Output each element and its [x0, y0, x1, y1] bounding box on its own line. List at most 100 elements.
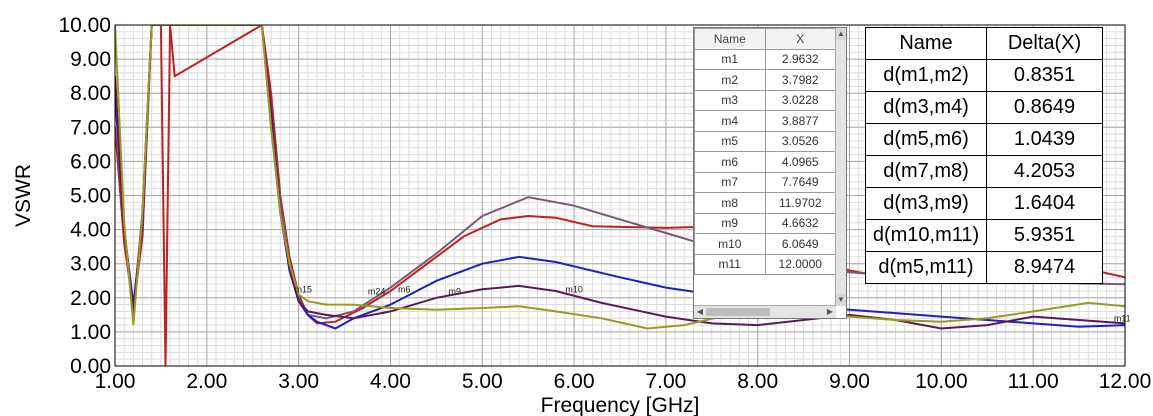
- marker-table-row: m9 4.6632: [694, 212, 836, 234]
- delta-name: d(m10,m11): [865, 219, 987, 252]
- plot-frame: [114, 24, 1126, 367]
- marker-x-value: 3.7982: [764, 69, 836, 91]
- y-tick-label: 2.00: [70, 287, 111, 310]
- delta-value: 0.8649: [986, 91, 1103, 124]
- y-tick-label: 8.00: [70, 82, 111, 105]
- y-tick-label: 6.00: [70, 150, 111, 173]
- delta-table-row: d(m7,m8) 4.2053: [865, 155, 1103, 188]
- delta-value: 4.2053: [986, 155, 1103, 188]
- delta-table-body: d(m1,m2) 0.8351 d(m3,m4) 0.8649 d(m5,m6) 1.04…: [865, 59, 1103, 284]
- marker-table-header-x: X: [764, 28, 836, 50]
- marker-table-row: m2 3.7982: [694, 69, 836, 91]
- y-tick-label: 9.00: [70, 48, 111, 71]
- delta-table-header-delta: Delta(X): [986, 27, 1103, 60]
- delta-value: 5.9351: [986, 219, 1103, 252]
- y-tick-label: 4.00: [70, 219, 111, 242]
- marker-table-body: m1 2.9632 m2 3.7982 m3 3.0228 m4 3.8877 m5 3.0526…: [694, 48, 836, 275]
- y-tick-label: 1.00: [70, 321, 111, 344]
- marker-x-value: 6.0649: [764, 233, 836, 255]
- marker-name: m7: [694, 171, 766, 193]
- delta-table-row: d(m5,m11) 8.9474: [865, 251, 1103, 284]
- delta-table-row: d(m5,m6) 1.0439: [865, 123, 1103, 156]
- marker-table-row: m10 6.0649: [694, 233, 836, 255]
- marker-table-header: Name X: [694, 28, 836, 50]
- delta-table-row: d(m3,m9) 1.6404: [865, 187, 1103, 220]
- y-tick-label: 0.00: [70, 355, 111, 378]
- delta-value: 1.6404: [986, 187, 1103, 220]
- scroll-left-icon[interactable]: ◀: [696, 307, 704, 316]
- marker-table-header-name: Name: [694, 28, 766, 50]
- x-tick-label: 12.00: [1099, 370, 1152, 393]
- marker-x-value: 2.9632: [764, 48, 836, 70]
- x-tick-label: 1.00: [95, 370, 136, 393]
- y-tick-label: 3.00: [70, 253, 111, 276]
- delta-value: 8.9474: [986, 251, 1103, 284]
- x-tick-label: 10.00: [915, 370, 968, 393]
- x-tick-labels: 1.00 2.00 3.00 4.00 5.00 6.00 7.00 8.00 9.00 10.0…: [95, 370, 1152, 393]
- y-tick-label: 5.00: [70, 185, 111, 208]
- delta-table-header: Name Delta(X): [865, 27, 1103, 60]
- marker-table-row: m8 11.9702: [694, 192, 836, 214]
- marker-x-value: 3.0526: [764, 130, 836, 152]
- delta-name: d(m5,m11): [865, 251, 987, 284]
- marker-label: m24: [368, 286, 386, 296]
- delta-name: d(m1,m2): [865, 59, 987, 92]
- x-axis-label: Frequency [GHz]: [541, 394, 700, 416]
- marker-x-value: 4.0965: [764, 151, 836, 173]
- marker-table[interactable]: Name X m1 2.9632 m2 3.7982 m3 3.0228 m4 3.8877 m…: [693, 27, 847, 319]
- marker-label: m11: [1114, 314, 1131, 324]
- marker-table-row: m7 7.7649: [694, 171, 836, 193]
- y-tick-label: 7.00: [70, 116, 111, 139]
- x-tick-label: 7.00: [645, 370, 686, 393]
- marker-name: m5: [694, 130, 766, 152]
- marker-table-row: m5 3.0526: [694, 130, 836, 152]
- scroll-up-icon[interactable]: ▲: [836, 28, 846, 40]
- marker-name: m10: [694, 233, 766, 255]
- marker-x-value: 3.0228: [764, 89, 836, 111]
- marker-name: m11: [694, 253, 766, 275]
- marker-table-row: m11 12.0000: [694, 253, 836, 275]
- delta-table-row: d(m1,m2) 0.8351: [865, 59, 1103, 92]
- delta-name: d(m3,m4): [865, 91, 987, 124]
- marker-label: m15: [294, 285, 312, 295]
- x-tick-label: 2.00: [186, 370, 227, 393]
- delta-table-row: d(m3,m4) 0.8649: [865, 91, 1103, 124]
- delta-name: d(m5,m6): [865, 123, 987, 156]
- delta-value: 1.0439: [986, 123, 1103, 156]
- marker-table-row: m6 4.0965: [694, 151, 836, 173]
- marker-label: m9: [448, 286, 461, 296]
- scroll-right-icon[interactable]: ▶: [826, 307, 834, 316]
- delta-value: 0.8351: [986, 59, 1103, 92]
- marker-table-row: m4 3.8877: [694, 110, 836, 132]
- marker-name: m8: [694, 192, 766, 214]
- marker-name: m4: [694, 110, 766, 132]
- y-tick-label: 10.00: [58, 14, 111, 37]
- x-tick-label: 5.00: [462, 370, 503, 393]
- scroll-down-icon[interactable]: ▼: [836, 294, 846, 306]
- marker-name: m9: [694, 212, 766, 234]
- horizontal-scrollbar[interactable]: ◀ ▶: [694, 305, 836, 318]
- marker-x-value: 4.6632: [764, 212, 836, 234]
- series-line: [115, 25, 1125, 330]
- marker-label: m10: [565, 285, 583, 295]
- delta-table-header-name: Name: [865, 27, 987, 60]
- marker-x-value: 3.8877: [764, 110, 836, 132]
- series-line: [115, 25, 1125, 330]
- marker-name: m3: [694, 89, 766, 111]
- marker-label: m6: [398, 285, 411, 295]
- x-tick-label: 11.00: [1008, 370, 1059, 393]
- scroll-thumb[interactable]: [706, 308, 770, 316]
- x-tick-label: 3.00: [278, 370, 319, 393]
- marker-x-value: 11.9702: [764, 192, 836, 214]
- x-tick-label: 4.00: [370, 370, 411, 393]
- marker-x-value: 7.7649: [764, 171, 836, 193]
- y-axis-label: VSWR: [12, 164, 35, 227]
- marker-table-row: m3 3.0228: [694, 89, 836, 111]
- marker-label-group: m15 m24 m6 m9 m10 m11: [294, 285, 1130, 324]
- vertical-scrollbar[interactable]: ▲ ▼: [835, 28, 846, 306]
- delta-name: d(m3,m9): [865, 187, 987, 220]
- delta-name: d(m7,m8): [865, 155, 987, 188]
- x-tick-label: 6.00: [554, 370, 595, 393]
- y-tick-labels: 0.00 1.00 2.00 3.00 4.00 5.00 6.00 7.00 8.00 9.00…: [58, 14, 111, 378]
- marker-name: m6: [694, 151, 766, 173]
